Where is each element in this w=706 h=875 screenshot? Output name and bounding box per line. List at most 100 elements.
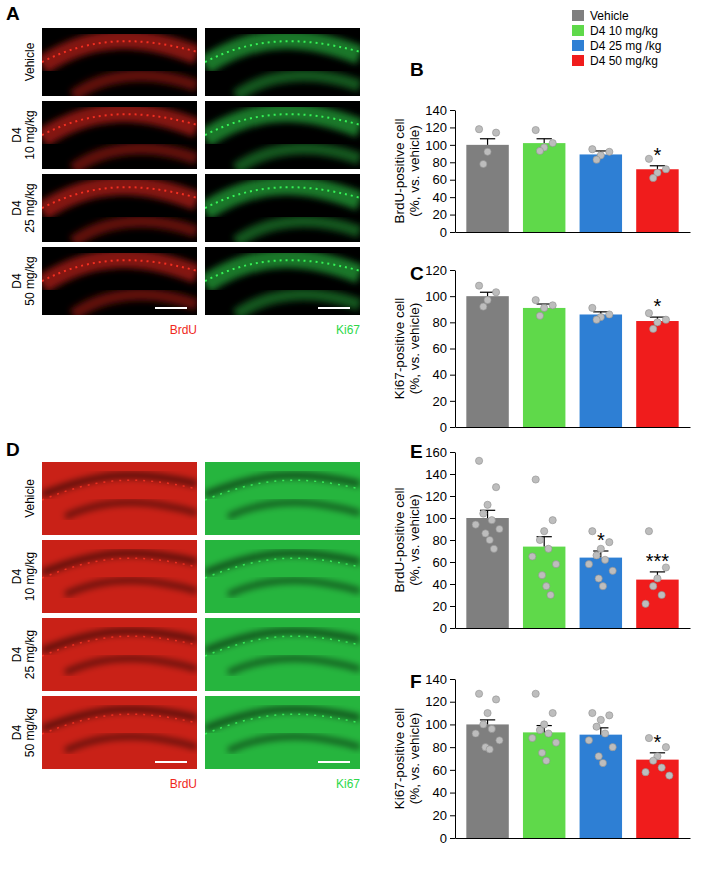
data-point — [529, 553, 536, 560]
y-tick-label: 20 — [433, 599, 447, 614]
y-axis-title: (%, vs. vehicle) — [407, 713, 422, 805]
micrograph — [205, 174, 360, 242]
y-tick-mark — [450, 702, 455, 703]
data-point — [490, 545, 497, 552]
bar — [523, 308, 565, 427]
legend-label: D4 50 mg/kg — [590, 54, 658, 68]
row-label: Vehicle — [23, 479, 37, 518]
data-point — [606, 539, 613, 546]
plot-area — [466, 126, 678, 232]
y-tick-mark — [450, 562, 455, 563]
y-tick-mark — [450, 452, 455, 453]
tissue-band — [65, 503, 197, 517]
y-tick: 40 — [433, 785, 455, 800]
row-label: D4 — [10, 273, 24, 289]
y-tick-mark — [450, 180, 455, 181]
data-point — [599, 759, 606, 766]
data-point — [593, 156, 600, 163]
y-axis-line — [455, 111, 456, 233]
tissue-band — [42, 40, 197, 66]
y-tick-mark — [450, 127, 455, 128]
x-axis — [456, 427, 691, 428]
y-axis-line — [455, 680, 456, 839]
y-axis-title: BrdU-positive cell — [392, 487, 407, 592]
y-tick: 100 — [425, 138, 455, 153]
micrograph-bg — [42, 174, 197, 242]
y-tick: 60 — [433, 555, 455, 570]
data-point — [532, 476, 539, 483]
y-axis-title: (%, vs. vehicle) — [407, 125, 422, 217]
cell-layer — [42, 714, 197, 734]
column-label: Ki67 — [336, 323, 360, 337]
data-point — [609, 744, 616, 751]
cell-layer — [205, 480, 360, 500]
data-point — [543, 583, 550, 590]
tissue-band — [228, 659, 360, 673]
y-tick: 0 — [440, 831, 455, 846]
y-tick: 20 — [433, 808, 455, 823]
data-point — [492, 696, 499, 703]
y-tick: 140 — [425, 672, 455, 687]
y-tick: 40 — [433, 190, 455, 205]
data-point — [654, 319, 661, 326]
y-axis-title: (%, vs. vehicle) — [407, 303, 422, 395]
bar-chart: CKi67-positive cell(%, vs. vehicle)02040… — [392, 263, 691, 435]
micrograph-bg — [42, 28, 197, 96]
data-point — [536, 147, 543, 154]
micrograph — [42, 101, 197, 169]
bar — [523, 143, 565, 232]
data-point — [480, 303, 487, 310]
data-point — [645, 528, 652, 535]
y-tick: 60 — [433, 763, 455, 778]
cell-layer — [42, 558, 197, 578]
y-tick-label: 40 — [433, 577, 447, 592]
cell-layer — [205, 114, 360, 135]
y-axis: 020406080100120 — [425, 263, 455, 435]
panel-letter: C — [410, 263, 424, 284]
tissue-band — [228, 581, 360, 595]
y-tick-label: 60 — [433, 763, 447, 778]
cell-layer — [205, 636, 360, 656]
data-point — [595, 753, 602, 760]
column-label: BrdU — [170, 777, 197, 791]
y-tick-label: 100 — [425, 511, 447, 526]
y-tick-mark — [450, 724, 455, 725]
legend-swatch — [572, 25, 584, 36]
micrograph — [205, 618, 360, 691]
y-axis-title: Ki67-positive cell — [392, 708, 407, 809]
y-tick-label: 60 — [433, 555, 447, 570]
data-point — [536, 727, 543, 734]
y-tick-mark — [450, 628, 455, 629]
data-point — [666, 772, 673, 779]
data-point — [480, 721, 487, 728]
data-point — [645, 155, 652, 162]
data-point — [484, 296, 491, 303]
error-bar-stem — [544, 139, 545, 143]
y-tick-mark — [450, 496, 455, 497]
y-tick-label: 60 — [433, 341, 447, 356]
data-point — [545, 730, 552, 737]
y-tick-label: 0 — [440, 621, 447, 636]
micrograph-bg — [42, 247, 197, 315]
data-point — [492, 289, 499, 296]
bar — [636, 580, 678, 628]
data-point — [585, 561, 592, 568]
y-tick: 20 — [433, 393, 455, 408]
y-tick: 100 — [425, 717, 455, 732]
data-point — [589, 146, 596, 153]
row-label: 25 mg/kg — [23, 630, 37, 679]
row-label: D4 — [10, 569, 24, 585]
y-tick-label: 100 — [425, 717, 447, 732]
panel-letter: D — [6, 439, 20, 460]
micrograph-bg — [205, 540, 360, 613]
error-bar-cap — [480, 719, 495, 720]
y-tick-mark — [450, 215, 455, 216]
y-tick-label: 80 — [433, 315, 447, 330]
y-tick-label: 100 — [425, 138, 447, 153]
image-panel: DBrdUKi67VehicleD410 mg/kgD425 mg/kgD450… — [6, 439, 360, 791]
cell-layer — [42, 260, 197, 281]
y-tick-mark — [450, 770, 455, 771]
y-tick-label: 80 — [433, 533, 447, 548]
bar — [580, 558, 622, 628]
y-tick-mark — [450, 232, 455, 233]
